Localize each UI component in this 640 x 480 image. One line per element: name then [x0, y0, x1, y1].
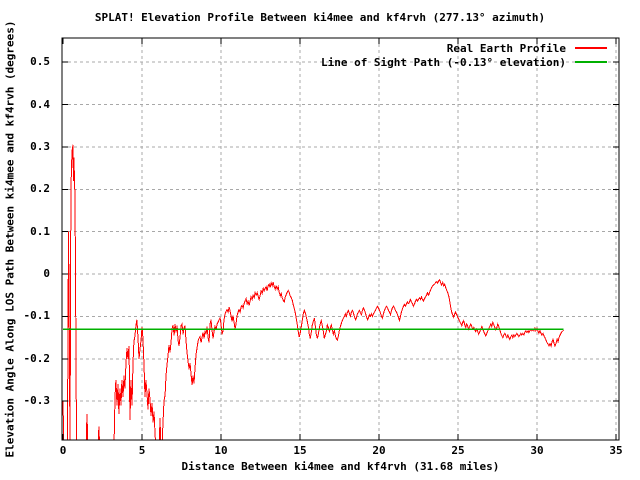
x-tick-label: 15	[293, 444, 307, 457]
legend: Real Earth Profile Line of Sight Path (-…	[321, 41, 607, 69]
chart-title: SPLAT! Elevation Profile Between ki4mee …	[94, 11, 546, 24]
real-earth-profile-line	[62, 144, 564, 440]
y-tick-label: -0.1	[23, 309, 51, 323]
legend-item-real-earth-profile: Real Earth Profile	[321, 41, 607, 55]
legend-line-sample-red	[575, 47, 607, 49]
y-axis-label: Elevation Angle Along LOS Path Between k…	[3, 20, 17, 458]
y-tick-label: 0.4	[30, 97, 50, 111]
y-tick-label: -0.2	[23, 351, 51, 365]
x-tick-label: 30	[530, 444, 544, 457]
y-tick-label: 0	[43, 267, 50, 280]
y-tick-label: 0.1	[30, 224, 50, 238]
grid	[62, 38, 619, 440]
axes	[61, 37, 620, 441]
x-tick-label: 10	[214, 444, 228, 457]
x-tick-label: 0	[59, 444, 67, 457]
x-tick-label: 25	[451, 444, 465, 457]
legend-line-sample-green	[575, 61, 607, 63]
y-tick-label: 0.3	[30, 139, 50, 153]
legend-label-real-earth-profile: Real Earth Profile	[446, 41, 566, 55]
legend-label-line-of-sight: Line of Sight Path (-0.13° elevation)	[320, 55, 566, 69]
y-tick-label: -0.3	[23, 394, 51, 408]
plot-border	[61, 37, 620, 441]
x-tick-label: 20	[372, 444, 386, 457]
x-tick-label: 35	[609, 444, 623, 457]
x-axis-label: Distance Between ki4mee and kf4rvh (31.6…	[181, 460, 500, 473]
legend-item-line-of-sight: Line of Sight Path (-0.13° elevation)	[321, 55, 607, 69]
y-tick-label: 0.2	[30, 182, 50, 196]
y-tick-label: 0.5	[30, 55, 50, 69]
x-tick-label: 5	[138, 444, 146, 457]
